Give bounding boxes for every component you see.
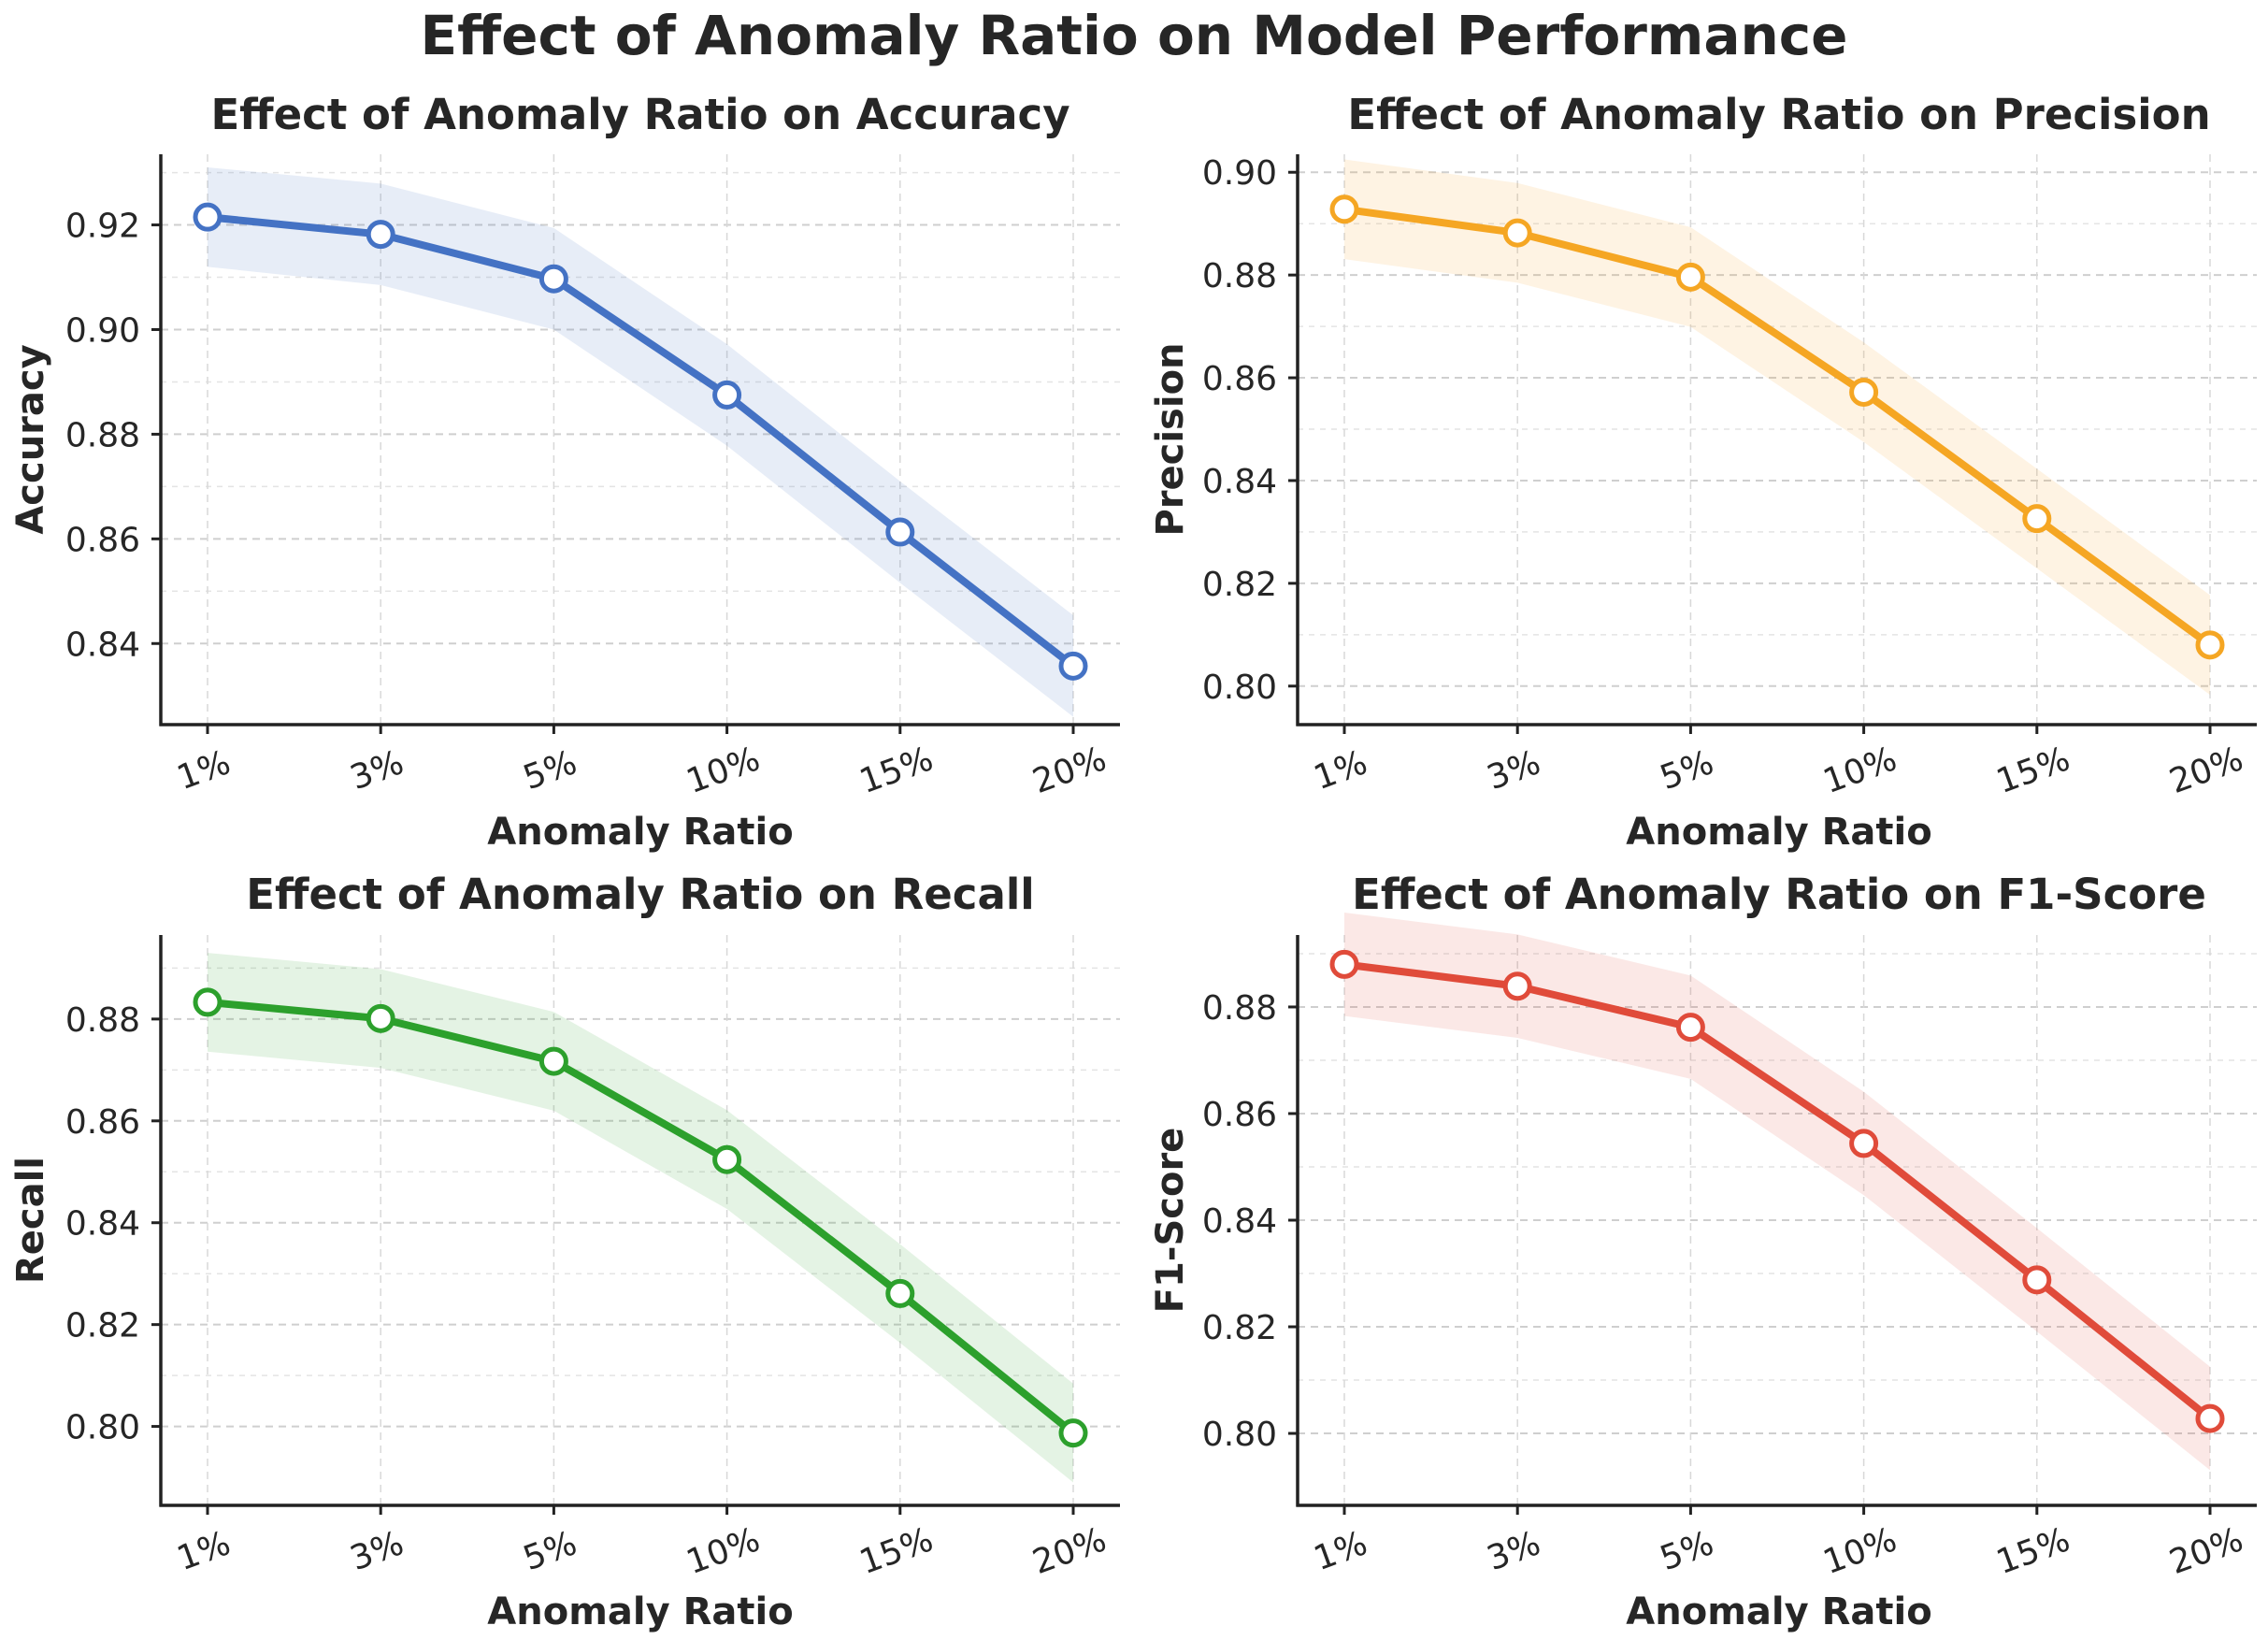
confidence-band <box>1344 159 2210 696</box>
x-tick-label: 15% <box>1991 740 2074 801</box>
data-point <box>885 1278 915 1308</box>
grid <box>161 935 1120 1505</box>
x-tick-label: 10% <box>682 1520 765 1582</box>
x-tick-label: 5% <box>1656 1524 1719 1578</box>
x-tick-label: 5% <box>1656 743 1719 798</box>
data-point <box>2195 630 2225 660</box>
x-tick-label: 10% <box>1818 740 1902 801</box>
series-line <box>204 998 1077 1437</box>
x-tick-label: 10% <box>682 740 765 801</box>
chart-title: Effect of Anomaly Ratio on Precision <box>1347 90 2210 139</box>
x-tick-label: 20% <box>1027 740 1111 801</box>
y-tick-label: 0.82 <box>1202 566 1277 604</box>
data-point <box>885 517 915 547</box>
data-point <box>712 380 742 410</box>
data-point <box>1849 377 1879 407</box>
x-axis-label: Anomaly Ratio <box>487 811 793 854</box>
y-axis-label: Accuracy <box>9 344 52 534</box>
x-tick-label: 5% <box>519 743 582 798</box>
x-axis-label: Anomaly Ratio <box>487 1590 793 1633</box>
data-point <box>1058 1418 1088 1448</box>
data-point <box>366 220 395 250</box>
figure-title: Effect of Anomaly Ratio on Model Perform… <box>421 4 1848 67</box>
x-tick-label: 20% <box>2164 740 2247 801</box>
y-tick-label: 0.90 <box>65 311 140 350</box>
data-point <box>538 1046 568 1076</box>
series-line <box>1341 205 2214 649</box>
data-point <box>1502 971 1532 1001</box>
confidence-band <box>1344 913 2210 1471</box>
y-tick-label: 0.86 <box>65 1103 140 1142</box>
chart-title: Effect of Anomaly Ratio on F1-Score <box>1352 870 2206 919</box>
y-tick-label: 0.88 <box>1202 989 1277 1028</box>
x-tick-label: 10% <box>1818 1520 1902 1582</box>
x-tick-label: 3% <box>345 1524 409 1578</box>
x-tick-label: 20% <box>1027 1520 1111 1582</box>
y-tick-label: 0.82 <box>65 1307 140 1345</box>
series-line <box>1341 960 2214 1423</box>
x-tick-label: 1% <box>172 743 236 798</box>
x-tick-label: 1% <box>172 1524 236 1578</box>
y-tick-label: 0.90 <box>1202 154 1277 193</box>
accuracy-chart: Effect of Anomaly Ratio on Accuracy Anom… <box>9 90 1120 854</box>
x-tick-label: 3% <box>345 743 409 798</box>
data-point <box>2195 1403 2225 1433</box>
confidence-band <box>208 953 1073 1483</box>
data-point <box>712 1144 742 1174</box>
y-tick-label: 0.82 <box>1202 1309 1277 1347</box>
recall-chart: Effect of Anomaly Ratio on Recall Anomal… <box>9 870 1120 1633</box>
y-axis-label: F1-Score <box>1149 1128 1192 1314</box>
y-tick-label: 0.86 <box>1202 1096 1277 1134</box>
f1-score-chart: Effect of Anomaly Ratio on F1-Score Anom… <box>1149 870 2257 1633</box>
series-line <box>204 213 1077 670</box>
y-tick-label: 0.80 <box>65 1409 140 1447</box>
grid <box>1298 154 2257 725</box>
y-tick-label: 0.80 <box>1202 669 1277 707</box>
data-point <box>2022 504 2052 534</box>
data-point <box>2022 1265 2052 1295</box>
data-point <box>193 202 222 232</box>
data-point <box>1502 218 1532 248</box>
x-axis-label: Anomaly Ratio <box>1626 811 1931 854</box>
precision-chart: Effect of Anomaly Ratio on Precision Ano… <box>1149 90 2257 854</box>
y-tick-label: 0.88 <box>65 416 140 454</box>
y-tick-label: 0.84 <box>1202 463 1277 501</box>
x-tick-label: 15% <box>854 740 938 801</box>
x-tick-label: 1% <box>1309 1524 1372 1578</box>
y-tick-label: 0.92 <box>65 208 140 246</box>
x-tick-label: 15% <box>854 1520 938 1582</box>
data-point <box>1675 1013 1705 1043</box>
data-point <box>193 987 222 1017</box>
y-tick-label: 0.86 <box>65 521 140 559</box>
data-point <box>1329 194 1359 224</box>
chart-title: Effect of Anomaly Ratio on Accuracy <box>210 90 1069 139</box>
data-point <box>366 1003 395 1033</box>
x-tick-label: 15% <box>1991 1520 2074 1582</box>
y-tick-label: 0.84 <box>1202 1202 1277 1241</box>
x-tick-label: 20% <box>2164 1520 2247 1582</box>
x-axis-label: Anomaly Ratio <box>1626 1590 1931 1633</box>
y-axis-label: Recall <box>9 1157 52 1284</box>
data-point <box>1849 1129 1879 1158</box>
data-point <box>1329 949 1359 979</box>
chart-title: Effect of Anomaly Ratio on Recall <box>246 870 1034 919</box>
x-tick-label: 5% <box>519 1524 582 1578</box>
confidence-band <box>208 166 1073 717</box>
data-point <box>1675 262 1705 292</box>
x-tick-label: 1% <box>1309 743 1372 798</box>
data-point <box>538 264 568 294</box>
x-tick-label: 3% <box>1482 1524 1545 1578</box>
y-tick-label: 0.80 <box>1202 1416 1277 1454</box>
y-tick-label: 0.88 <box>65 1001 140 1040</box>
y-tick-label: 0.84 <box>65 626 140 664</box>
y-tick-label: 0.84 <box>65 1205 140 1244</box>
y-axis-label: Precision <box>1149 342 1192 536</box>
y-tick-label: 0.86 <box>1202 360 1277 398</box>
x-tick-label: 3% <box>1482 743 1545 798</box>
data-point <box>1058 651 1088 681</box>
y-tick-label: 0.88 <box>1202 257 1277 295</box>
